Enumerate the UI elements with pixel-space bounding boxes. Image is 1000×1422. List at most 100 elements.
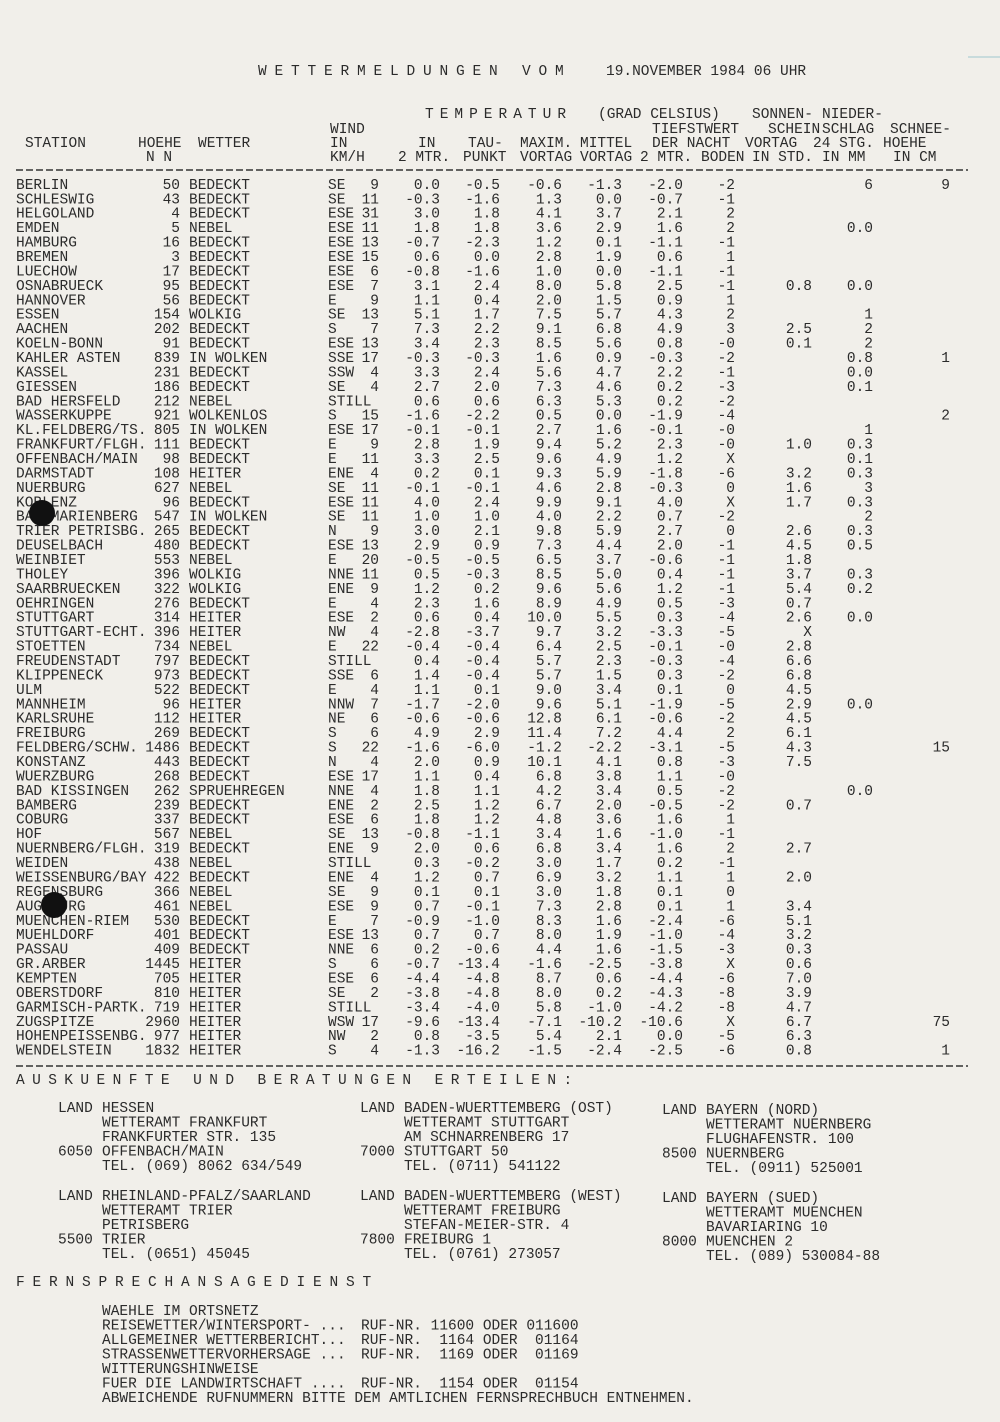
temp-2m: -0.1 xyxy=(405,481,440,497)
temp-2m: -4.4 xyxy=(405,971,440,987)
station: SAARBRUECKEN xyxy=(16,582,120,598)
max-temp: 2.7 xyxy=(536,423,562,439)
min-temp-ground: -8 xyxy=(718,1000,735,1016)
wind-speed: 13 xyxy=(362,308,379,324)
wind-direction: SSE xyxy=(328,351,354,367)
min-temp-2m: 4.9 xyxy=(657,322,683,338)
station: SCHLESWIG xyxy=(16,192,94,208)
min-temp-2m: -1.5 xyxy=(648,943,683,959)
group-header-unit: (GRAD CELSIUS) xyxy=(598,107,720,123)
elevation: 314 xyxy=(154,611,180,627)
mean-temp: 6.8 xyxy=(596,322,622,338)
min-temp-ground: -5 xyxy=(718,741,735,757)
weather: BEDECKT xyxy=(189,668,250,684)
dew-point: -3.5 xyxy=(465,1029,500,1045)
temp-2m: 0.7 xyxy=(414,928,440,944)
weather: NEBEL xyxy=(189,899,233,915)
weather: BEDECKT xyxy=(189,438,250,454)
mean-temp: 0.0 xyxy=(596,192,622,208)
sunshine: 4.5 xyxy=(786,683,812,699)
station: OFFENBACH/MAIN xyxy=(16,452,138,468)
temp-2m: 1.0 xyxy=(414,510,440,526)
wind-speed: 6 xyxy=(370,971,379,987)
temp-2m: 0.4 xyxy=(414,654,440,670)
office-line: STEFAN-MEIER-STR. 4 xyxy=(404,1218,569,1234)
max-temp: 4.0 xyxy=(536,510,562,526)
elevation: 366 xyxy=(154,885,180,901)
office-line: FRANKFURTER STR. 135 xyxy=(102,1130,276,1146)
max-temp: -1.6 xyxy=(527,957,562,973)
service-line: FUER DIE LANDWIRTSCHAFT .... xyxy=(102,1376,346,1392)
wind-speed: 4 xyxy=(370,1044,379,1060)
min-temp-2m: -0.3 xyxy=(648,351,683,367)
mean-temp: 0.1 xyxy=(596,236,622,252)
elevation: 5 xyxy=(171,221,180,237)
wind-direction: ESE xyxy=(328,813,354,829)
elevation: 396 xyxy=(154,625,180,641)
precipitation: 0.5 xyxy=(847,539,873,555)
elevation: 268 xyxy=(154,769,180,785)
elevation: 3 xyxy=(171,250,180,266)
office-line: AM SCHNARRENBERG 17 xyxy=(404,1130,569,1146)
weather: BEDECKT xyxy=(189,914,250,930)
dew-point: 0.1 xyxy=(474,683,500,699)
wind-speed: 4 xyxy=(370,596,379,612)
wind-speed: 11 xyxy=(362,567,379,583)
wind-direction: E xyxy=(328,452,337,468)
mean-temp: 5.0 xyxy=(596,567,622,583)
wind-speed: 7 xyxy=(370,322,379,338)
mean-temp: -2.2 xyxy=(587,741,622,757)
min-temp-ground: -1 xyxy=(718,827,735,843)
temp-2m: 1.4 xyxy=(414,668,440,684)
sunshine: 4.5 xyxy=(786,539,812,555)
min-temp-ground: -1 xyxy=(718,856,735,872)
dew-point: 1.7 xyxy=(474,308,500,324)
column-header: SONNEN- xyxy=(752,107,813,123)
wind-direction: SSW xyxy=(328,365,354,381)
mean-temp: 3.4 xyxy=(596,683,622,699)
wind-direction: ESE xyxy=(328,539,354,555)
service-line: STRASSENWETTERVORHERSAGE ... xyxy=(102,1347,346,1363)
office-land: BAYERN (NORD) xyxy=(706,1103,819,1119)
office-line: TEL. (069) 8062 634/549 xyxy=(102,1159,302,1175)
min-temp-ground: 0 xyxy=(726,524,735,540)
min-temp-2m: 2.1 xyxy=(657,207,683,223)
office-label: LAND xyxy=(58,1189,93,1205)
wind-speed: 13 xyxy=(362,928,379,944)
wind-direction: STILL xyxy=(328,654,372,670)
wind-direction: S xyxy=(328,957,337,973)
elevation: 438 xyxy=(154,856,180,872)
dew-point: 2.3 xyxy=(474,337,500,353)
temp-2m: -0.3 xyxy=(405,351,440,367)
min-temp-2m: 0.8 xyxy=(657,337,683,353)
office-line: WETTERAMT NUERNBERG xyxy=(706,1117,871,1133)
temp-2m: 7.3 xyxy=(414,322,440,338)
station: BERLIN xyxy=(16,178,68,194)
elevation: 409 xyxy=(154,943,180,959)
min-temp-ground: 0 xyxy=(726,683,735,699)
weather: BEDECKT xyxy=(189,870,250,886)
temp-2m: 3.3 xyxy=(414,365,440,381)
elevation: 337 xyxy=(154,813,180,829)
min-temp-2m: 2.2 xyxy=(657,365,683,381)
wind-speed: 6 xyxy=(370,957,379,973)
temp-2m: -0.8 xyxy=(405,264,440,280)
max-temp: 9.6 xyxy=(536,582,562,598)
wind-speed: 6 xyxy=(370,264,379,280)
sunshine: 1.8 xyxy=(786,553,812,569)
dew-point: 2.9 xyxy=(474,726,500,742)
sunshine: 6.8 xyxy=(786,668,812,684)
max-temp: 1.6 xyxy=(536,351,562,367)
elevation: 810 xyxy=(154,986,180,1002)
temp-2m: -0.7 xyxy=(405,236,440,252)
precipitation: 0.3 xyxy=(847,567,873,583)
sunshine: 3.4 xyxy=(786,899,812,915)
mean-temp: 3.4 xyxy=(596,842,622,858)
elevation: 1832 xyxy=(145,1044,180,1060)
sunshine: 1.7 xyxy=(786,495,812,511)
wind-speed: 15 xyxy=(362,409,379,425)
min-temp-ground: -3 xyxy=(718,596,735,612)
dew-point: -0.3 xyxy=(465,351,500,367)
max-temp: 8.0 xyxy=(536,928,562,944)
min-temp-ground: -8 xyxy=(718,986,735,1002)
